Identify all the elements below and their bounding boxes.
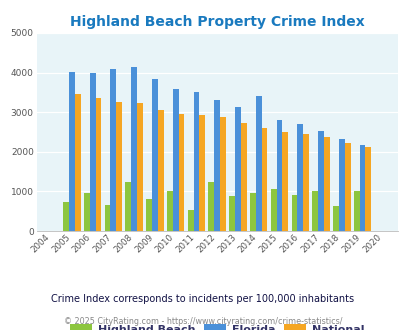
- Bar: [220, 117, 225, 231]
- Bar: [69, 72, 75, 231]
- Bar: [75, 94, 80, 231]
- Bar: [318, 131, 323, 231]
- Bar: [158, 110, 163, 231]
- Bar: [104, 205, 110, 231]
- Bar: [110, 69, 116, 231]
- Bar: [249, 193, 255, 231]
- Bar: [187, 211, 193, 231]
- Bar: [353, 191, 359, 231]
- Bar: [208, 182, 214, 231]
- Bar: [151, 79, 158, 231]
- Bar: [240, 123, 246, 231]
- Bar: [193, 92, 199, 231]
- Bar: [90, 73, 95, 231]
- Bar: [199, 115, 205, 231]
- Bar: [178, 114, 184, 231]
- Legend: Highland Beach, Florida, National: Highland Beach, Florida, National: [65, 320, 368, 330]
- Bar: [344, 143, 350, 231]
- Bar: [214, 100, 220, 231]
- Bar: [270, 189, 276, 231]
- Bar: [255, 96, 261, 231]
- Bar: [338, 139, 344, 231]
- Bar: [229, 196, 234, 231]
- Bar: [296, 124, 303, 231]
- Bar: [173, 89, 178, 231]
- Text: Crime Index corresponds to incidents per 100,000 inhabitants: Crime Index corresponds to incidents per…: [51, 294, 354, 304]
- Bar: [166, 191, 173, 231]
- Bar: [234, 108, 240, 231]
- Title: Highland Beach Property Crime Index: Highland Beach Property Crime Index: [70, 15, 364, 29]
- Bar: [137, 104, 143, 231]
- Bar: [116, 102, 122, 231]
- Bar: [261, 128, 267, 231]
- Bar: [63, 203, 69, 231]
- Bar: [332, 206, 338, 231]
- Bar: [291, 195, 296, 231]
- Bar: [146, 199, 151, 231]
- Bar: [359, 146, 364, 231]
- Bar: [323, 137, 329, 231]
- Bar: [364, 147, 371, 231]
- Bar: [303, 134, 308, 231]
- Bar: [95, 98, 101, 231]
- Bar: [125, 182, 131, 231]
- Bar: [84, 193, 90, 231]
- Bar: [276, 120, 282, 231]
- Bar: [282, 132, 288, 231]
- Bar: [311, 191, 318, 231]
- Text: © 2025 CityRating.com - https://www.cityrating.com/crime-statistics/: © 2025 CityRating.com - https://www.city…: [64, 317, 341, 326]
- Bar: [131, 67, 137, 231]
